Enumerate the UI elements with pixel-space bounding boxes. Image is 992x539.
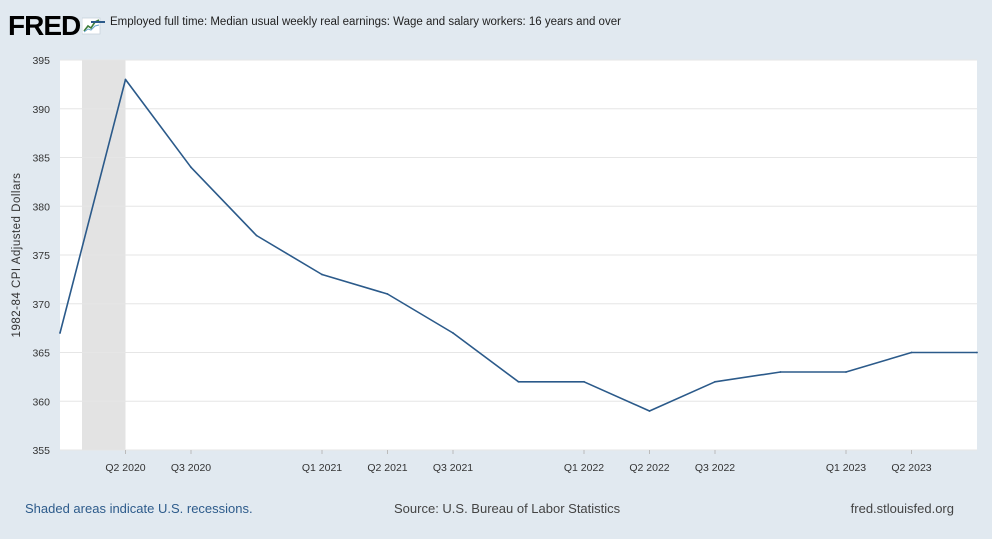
y-tick-label: 390 [32, 104, 50, 116]
series-point [255, 234, 258, 237]
y-tick-label: 375 [32, 250, 50, 262]
y-tick-label: 385 [32, 153, 50, 165]
y-tick-label: 360 [32, 396, 50, 408]
series-point [910, 351, 913, 354]
y-tick-label: 355 [32, 445, 50, 457]
series-point [845, 371, 847, 373]
series-point [648, 410, 651, 412]
series-layer [59, 78, 978, 412]
series-point [190, 166, 192, 169]
y-axis-ticks: 355 360 365 370 375 380 385 390 395 [32, 55, 50, 457]
series-point [452, 332, 454, 334]
x-tick-label: Q3 2020 [171, 462, 211, 474]
series-point [714, 380, 716, 383]
series-point [321, 273, 323, 276]
x-axis-ticks: Q2 2020 Q3 2020 Q1 2021 Q2 2021 Q3 2021 Q1 20… [105, 450, 932, 474]
x-tick-label: Q2 2021 [367, 462, 407, 474]
y-tick-label: 380 [32, 201, 50, 213]
series-point [976, 351, 978, 354]
x-tick-label: Q3 2022 [695, 462, 735, 474]
series-point [517, 380, 520, 383]
y-tick-label: 395 [32, 55, 50, 67]
line-chart: 355 360 365 370 375 380 385 390 395 Q2 2020 Q3 20… [11, 55, 978, 474]
y-tick-label: 365 [32, 348, 50, 360]
recession-note[interactable]: Shaded areas indicate U.S. recessions. [25, 501, 253, 516]
gridlines [60, 59, 977, 451]
series-point [59, 332, 61, 334]
x-tick-label: Q2 2022 [629, 462, 669, 474]
x-tick-label: Q3 2021 [433, 462, 473, 474]
legend-label: Employed full time: Median usual weekly … [110, 16, 621, 28]
x-tick-label: Q2 2020 [105, 462, 145, 474]
series-point [583, 380, 585, 383]
fred-logo[interactable]: FRED [8, 9, 102, 43]
source-note: Source: U.S. Bureau of Labor Statistics [394, 501, 621, 516]
x-tick-label: Q1 2022 [564, 462, 604, 474]
y-tick-label: 370 [32, 299, 50, 311]
logo-text: FRED [8, 10, 81, 41]
chart-header: FRED Employed full time: Median usual we… [0, 0, 992, 50]
x-tick-label: Q2 2023 [891, 462, 931, 474]
x-tick-label: Q1 2023 [826, 462, 866, 474]
site-link[interactable]: fred.stlouisfed.org [850, 501, 954, 516]
series-point [124, 78, 127, 81]
series-point [779, 371, 782, 373]
legend: Employed full time: Median usual weekly … [91, 16, 621, 28]
series-point [386, 293, 389, 295]
legend-swatch [91, 21, 105, 23]
y-axis-title: 1982-84 CPI Adjusted Dollars [11, 173, 23, 338]
x-tick-label: Q1 2021 [302, 462, 342, 474]
